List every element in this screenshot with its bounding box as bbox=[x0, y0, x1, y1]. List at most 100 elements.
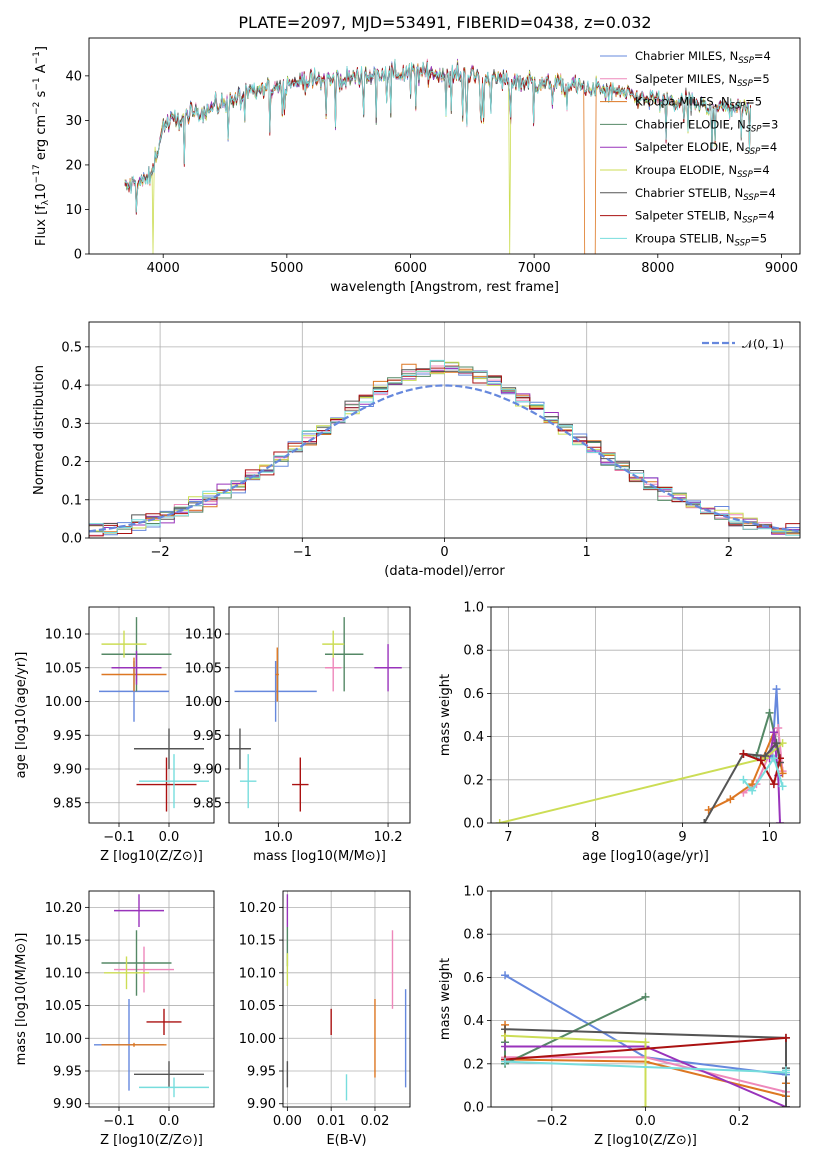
legend-label: 𝒩(0, 1) bbox=[742, 337, 784, 351]
errorbar-point-2 bbox=[101, 1042, 167, 1047]
legend-label: Salpeter MILES, NSSP=5 bbox=[635, 72, 770, 89]
errorbar-point-1 bbox=[114, 946, 174, 993]
massweight-marker bbox=[769, 780, 778, 789]
massweight-marker bbox=[495, 819, 504, 823]
figure-title: PLATE=2097, MJD=53491, FIBERID=0438, z=0… bbox=[238, 13, 651, 32]
x-tick-label: −2 bbox=[151, 545, 170, 560]
y-tick-label: 9.90 bbox=[193, 763, 222, 778]
y-axis-label: mass weight bbox=[438, 674, 453, 756]
y-tick-label: 9.90 bbox=[247, 1097, 276, 1112]
massweight-marker bbox=[641, 992, 650, 1001]
massweight-marker bbox=[501, 1025, 510, 1034]
x-tick-label: 0 bbox=[440, 545, 448, 560]
y-tick-label: 40 bbox=[65, 69, 82, 84]
x-axis-label: Z [log10(Z/Z⊙)] bbox=[594, 1133, 697, 1148]
y-tick-label: 0.2 bbox=[463, 773, 484, 788]
legend-label: Salpeter ELODIE, NSSP=4 bbox=[635, 140, 777, 157]
errorbar-point-4 bbox=[111, 650, 162, 685]
y-tick-label: 1.0 bbox=[463, 601, 484, 616]
x-tick-label: 9 bbox=[678, 830, 686, 845]
massweight-marker bbox=[775, 819, 784, 823]
x-tick-label: 0.2 bbox=[729, 1114, 750, 1129]
x-axis-label: (data-model)/error bbox=[384, 564, 505, 579]
histogram-panel: −2 −1 0 1 2 0.0 0.1 0.2 0.3 0.4 0.5 (data-model)/er… bbox=[32, 321, 801, 579]
y-tick-label: 9.95 bbox=[193, 729, 222, 744]
x-axis-label: Z [log10(Z/Z⊙)] bbox=[100, 849, 203, 864]
massweight-marker bbox=[641, 1103, 650, 1107]
massweight-marker bbox=[761, 752, 770, 761]
x-tick-label: 10.2 bbox=[374, 830, 403, 845]
y-tick-label: 0.0 bbox=[61, 532, 82, 547]
errorbar-point-0 bbox=[234, 661, 317, 722]
massweight-marker bbox=[641, 1038, 650, 1047]
x-axis-label: Z [log10(Z/Z⊙)] bbox=[100, 1133, 203, 1148]
massweight-marker bbox=[774, 723, 783, 732]
legend: Chabrier MILES, NSSP=4 Salpeter MILES, NS… bbox=[600, 49, 778, 248]
y-tick-label: 9.95 bbox=[247, 1065, 276, 1080]
y-tick-label: 0.6 bbox=[463, 687, 484, 702]
y-tick-label: 10.20 bbox=[239, 901, 276, 916]
errorbar-points bbox=[286, 894, 407, 1101]
massweight-marker bbox=[781, 1033, 790, 1042]
y-tick-label: 10.00 bbox=[45, 1032, 82, 1047]
x-tick-label: 0.01 bbox=[317, 1114, 346, 1129]
y-tick-label: 0.3 bbox=[61, 417, 82, 432]
errorbar-point-8 bbox=[139, 1077, 209, 1098]
errorbar-points bbox=[94, 894, 209, 1098]
massweight-marker bbox=[778, 769, 787, 778]
errorbar-point-6 bbox=[134, 728, 204, 769]
x-tick-label: 7000 bbox=[518, 261, 551, 276]
massweight-marker bbox=[501, 971, 510, 980]
massweight-marker bbox=[769, 754, 778, 763]
axes-frame bbox=[490, 890, 801, 1108]
y-tick-label: 1.0 bbox=[463, 885, 484, 900]
legend-label: Salpeter STELIB, NSSP=4 bbox=[635, 209, 775, 226]
y-tick-label: 9.85 bbox=[193, 796, 222, 811]
x-tick-label: 7 bbox=[504, 830, 512, 845]
x-tick-label: 0.02 bbox=[360, 1114, 389, 1129]
y-tick-label: 10.10 bbox=[45, 966, 82, 981]
errorbar-point-4 bbox=[374, 644, 402, 692]
y-tick-label: 10.00 bbox=[185, 695, 222, 710]
errorbar-points bbox=[229, 617, 402, 812]
y-tick-label: 0.2 bbox=[463, 1057, 484, 1072]
x-tick-label: 0.0 bbox=[159, 1114, 180, 1129]
massweight-marker bbox=[501, 1057, 510, 1066]
massweight-marker bbox=[772, 739, 781, 748]
axes-frame bbox=[88, 321, 801, 539]
y-tick-label: 0.2 bbox=[61, 455, 82, 470]
errorbar-point-5 bbox=[322, 630, 345, 658]
x-axis-label: wavelength [Angstrom, rest frame] bbox=[330, 280, 559, 295]
errorbar-point-5 bbox=[104, 956, 149, 990]
y-tick-label: 9.95 bbox=[53, 729, 82, 744]
x-tick-label: 2 bbox=[725, 545, 733, 560]
y-tick-label: 9.90 bbox=[53, 763, 82, 778]
massweight-marker bbox=[748, 786, 757, 795]
normal-reference-curve bbox=[89, 384, 800, 533]
errorbar-point-8 bbox=[139, 754, 209, 809]
y-tick-label: 10.05 bbox=[45, 999, 82, 1014]
y-tick-label: 10.00 bbox=[45, 695, 82, 710]
massweight-line-7 bbox=[504, 1036, 787, 1061]
spectrum-panel: 4000 5000 6000 7000 8000 9000 0 10 20 30 40 wavelen… bbox=[32, 37, 801, 295]
axes-frame bbox=[490, 606, 801, 824]
legend-label: Chabrier MILES, NSSP=4 bbox=[635, 49, 771, 66]
axes-frame bbox=[228, 606, 411, 824]
massweight-marker bbox=[739, 749, 748, 758]
errorbar-point-2 bbox=[101, 657, 167, 692]
errorbar-point-3 bbox=[101, 930, 172, 996]
y-tick-label: 10 bbox=[65, 203, 82, 218]
axes-frame bbox=[282, 890, 411, 1108]
spectrum-line-2 bbox=[124, 58, 751, 254]
errorbar-point-7 bbox=[136, 757, 197, 812]
x-tick-label: 0.0 bbox=[159, 830, 180, 845]
x-tick-label: 10.0 bbox=[264, 830, 293, 845]
massweight-panel-7: −0.2 0.0 0.2 0.0 0.2 0.4 0.6 0.8 1.0 Z [log10(Z/Z… bbox=[438, 885, 801, 1148]
y-tick-label: 0.4 bbox=[61, 379, 82, 394]
y-axis-label: Flux [fλ10−17 erg cm−2 s−1 A−1] bbox=[32, 46, 51, 246]
x-tick-label: 8000 bbox=[641, 261, 674, 276]
massweight-marker bbox=[781, 1103, 790, 1107]
y-axis-label: mass [log10(M/M⊙)] bbox=[14, 933, 29, 1066]
x-tick-label: 6000 bbox=[394, 261, 427, 276]
